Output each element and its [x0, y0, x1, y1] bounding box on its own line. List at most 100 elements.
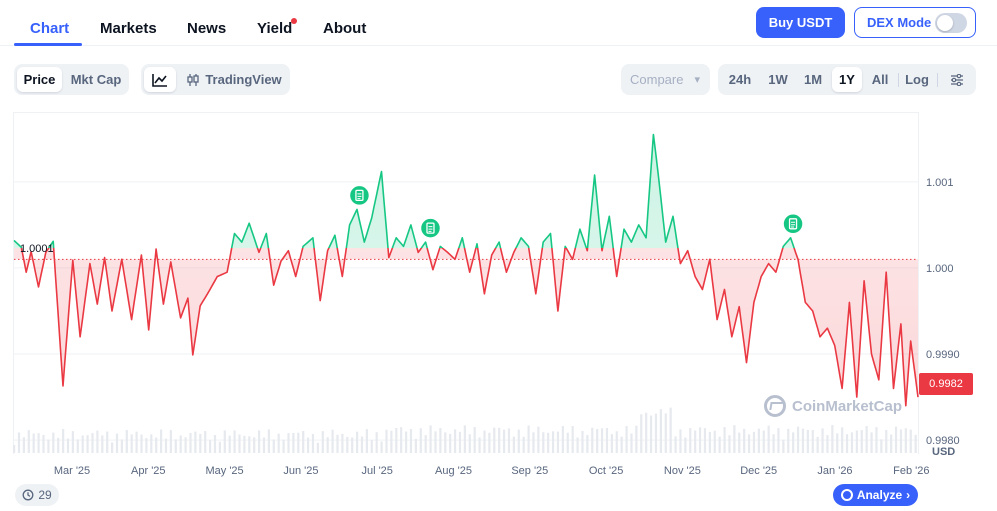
volume-bar: [37, 433, 40, 453]
volume-bar: [738, 432, 741, 453]
volume-bar: [169, 430, 172, 453]
volume-bar: [625, 426, 628, 453]
volume-bar: [47, 439, 50, 453]
news-marker-document-icon[interactable]: [419, 217, 442, 239]
active-tab-indicator: [14, 43, 82, 46]
volume-bar: [571, 426, 574, 453]
volume-bar: [199, 433, 202, 453]
x-tick-label: Jun '25: [283, 465, 318, 477]
yield-notification-dot: [291, 18, 297, 24]
history-button[interactable]: 29: [15, 484, 59, 506]
volume-bar: [419, 428, 422, 453]
tab-about[interactable]: About: [323, 20, 367, 37]
volume-bar: [17, 432, 21, 453]
volume-bar: [576, 437, 579, 453]
volume-bar: [654, 413, 658, 453]
volume-bar: [899, 429, 903, 453]
volume-bar: [277, 433, 280, 453]
analyze-icon: [840, 489, 853, 501]
line-view-button[interactable]: [144, 67, 176, 92]
chart-settings-button[interactable]: [942, 67, 972, 92]
volume-bar: [757, 428, 760, 453]
y-tick-label: 1.000: [926, 263, 954, 275]
volume-bar: [61, 429, 65, 453]
volume-bar: [493, 427, 496, 453]
dex-mode-switch[interactable]: [935, 13, 967, 33]
volume-bar: [914, 434, 917, 453]
analyze-label: Analyze: [856, 488, 903, 502]
chart-area[interactable]: [13, 112, 919, 454]
volume-bar: [424, 435, 427, 453]
volume-bar: [297, 432, 300, 453]
volume-bar: [316, 442, 319, 453]
volume-bar: [71, 431, 74, 453]
news-marker-document-icon[interactable]: [348, 184, 371, 207]
x-tick-label: Apr '25: [131, 465, 166, 477]
volume-bar: [811, 430, 814, 453]
reference-price-label: 1.0001: [20, 243, 54, 255]
volume-bar: [130, 434, 133, 453]
volume-bar: [684, 437, 687, 453]
volume-bar: [326, 437, 329, 453]
metric-selector: Price Mkt Cap: [14, 64, 129, 95]
volume-bar: [228, 435, 231, 453]
volume-bar: [238, 434, 241, 453]
volume-bar: [468, 434, 471, 453]
price-button[interactable]: Price: [17, 67, 62, 92]
compare-dropdown[interactable]: Compare ▾: [621, 64, 710, 95]
tab-chart[interactable]: Chart: [30, 20, 70, 37]
tab-markets[interactable]: Markets: [100, 20, 157, 37]
volume-bar: [904, 428, 907, 453]
volume-bar: [331, 429, 334, 453]
volume-bar: [547, 432, 550, 453]
volume-bar: [551, 431, 555, 453]
mkt-cap-button[interactable]: Mkt Cap: [70, 72, 122, 87]
switch-knob: [937, 15, 953, 31]
tab-yield[interactable]: Yield: [257, 20, 293, 37]
news-marker-document-icon[interactable]: [782, 213, 804, 235]
y-tick-label: 0.9990: [926, 349, 960, 361]
volume-bar: [605, 428, 609, 453]
range-1w-button[interactable]: 1W: [768, 72, 788, 87]
volume-bar: [439, 428, 442, 453]
volume-bar: [561, 426, 564, 453]
view-selector: TradingView: [141, 64, 290, 95]
volume-bar: [689, 428, 692, 453]
volume-bar: [385, 429, 388, 453]
buy-usdt-button[interactable]: Buy USDT: [756, 7, 845, 38]
volume-bar: [96, 430, 99, 453]
volume-bar: [645, 412, 648, 453]
volume-bar: [855, 430, 858, 453]
volume-bar: [478, 437, 481, 453]
volume-bar: [463, 425, 466, 453]
dex-mode-toggle-button[interactable]: DEX Mode: [854, 7, 976, 38]
tradingview-label: TradingView: [205, 72, 282, 87]
tradingview-button[interactable]: TradingView: [181, 67, 287, 92]
log-scale-button[interactable]: Log: [905, 72, 929, 87]
divider: [898, 73, 899, 87]
volume-bar: [184, 437, 187, 453]
volume-bar: [434, 431, 437, 453]
x-tick-label: Nov '25: [664, 465, 701, 477]
range-24h-button[interactable]: 24h: [728, 72, 752, 87]
volume-bar: [698, 427, 702, 453]
volume-bar: [27, 430, 30, 453]
volume-bar: [365, 429, 368, 453]
sliders-icon: [951, 73, 963, 86]
range-1y-button[interactable]: 1Y: [832, 67, 862, 92]
volume-bar: [355, 431, 359, 453]
range-1m-button[interactable]: 1M: [803, 72, 823, 87]
volume-bar: [213, 434, 217, 453]
volume-bar: [449, 433, 452, 453]
range-all-button[interactable]: All: [871, 72, 889, 87]
tab-news[interactable]: News: [187, 20, 227, 37]
volume-bar: [375, 432, 378, 453]
volume-bar: [458, 431, 462, 453]
volume-bar: [32, 433, 35, 453]
volume-bar: [694, 430, 697, 453]
volume-bar: [81, 435, 84, 453]
volume-bar: [679, 429, 682, 453]
analyze-button[interactable]: Analyze ›: [833, 484, 918, 506]
volume-bar: [262, 437, 266, 453]
